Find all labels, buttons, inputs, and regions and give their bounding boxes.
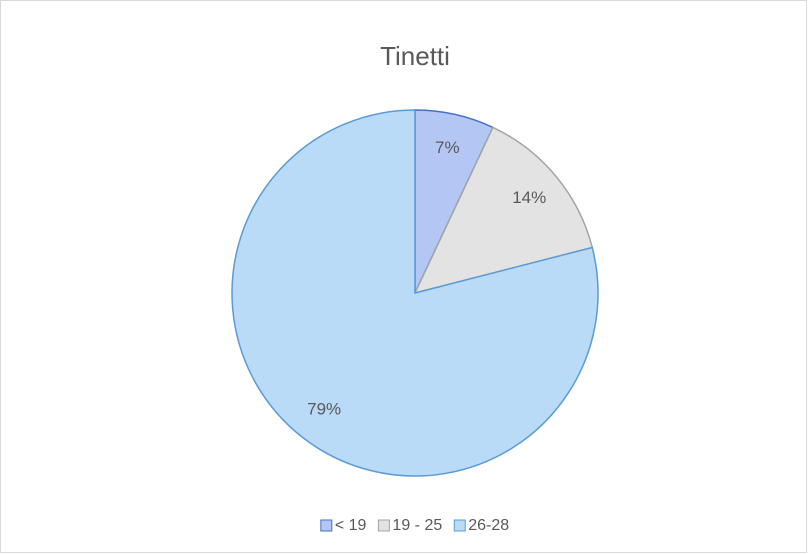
pie-slice	[413, 126, 594, 295]
legend-swatch	[377, 519, 390, 532]
legend-label: < 19	[335, 517, 367, 534]
legend-label: 19 - 25	[392, 517, 442, 534]
pie-slice	[231, 109, 599, 477]
data-label: 7%	[435, 138, 460, 157]
legend-label: 26-28	[468, 517, 509, 534]
data-label: 14%	[512, 188, 546, 207]
legend-swatch	[453, 519, 466, 532]
legend: < 19 19 - 25 26-28	[320, 517, 509, 534]
legend-swatch	[320, 519, 333, 532]
data-label: 79%	[307, 400, 341, 419]
chart-title: Tinetti	[380, 41, 450, 71]
